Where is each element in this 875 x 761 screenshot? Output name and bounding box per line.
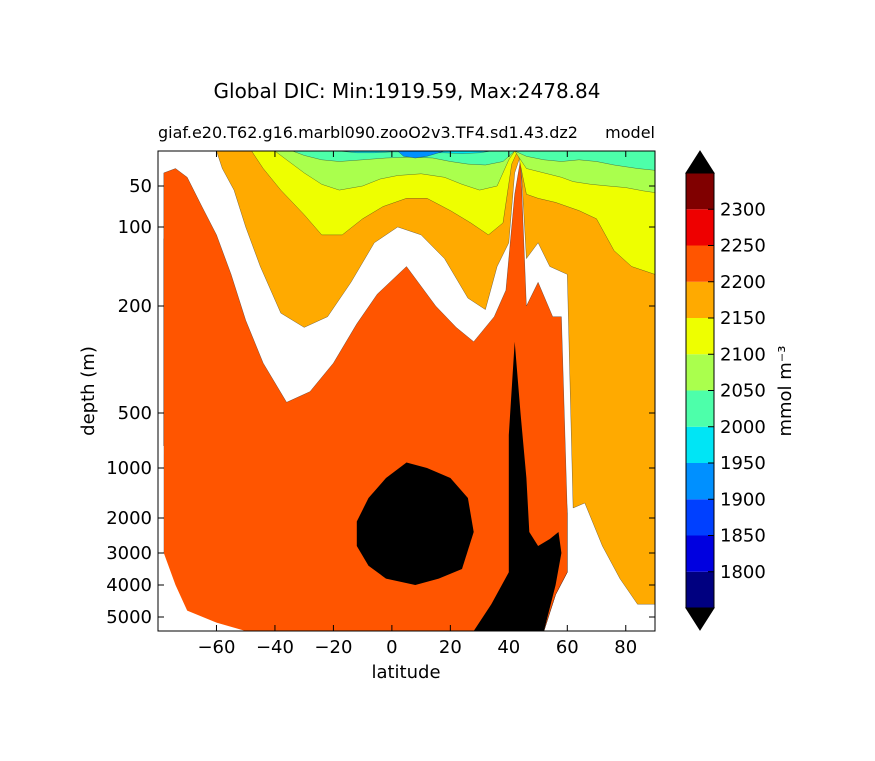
contour-region-3 — [163, 151, 655, 605]
colorbar-bin — [686, 318, 714, 355]
x-tick-label: −40 — [256, 637, 294, 658]
y-tick-label: 1000 — [106, 458, 152, 479]
colorbar-extend-max — [685, 150, 715, 174]
x-axis-label: latitude — [371, 662, 440, 683]
colorbar-bin — [686, 499, 714, 536]
x-tick-label: 60 — [556, 637, 579, 658]
colorbar-tick-label: 2150 — [720, 308, 766, 329]
colorbar-bin — [686, 281, 714, 318]
y-tick-label: 100 — [118, 217, 152, 238]
x-tick-label: 80 — [614, 637, 637, 658]
y-tick-label: 50 — [129, 176, 152, 197]
x-axis: −60 −40 −20 0 20 40 60 80 — [197, 151, 637, 658]
x-tick-label: 20 — [439, 637, 462, 658]
colorbar-label: mmol m⁻³ — [775, 345, 796, 436]
x-tick-label: −60 — [197, 637, 235, 658]
x-tick-label: −20 — [314, 637, 352, 658]
chart-title: Global DIC: Min:1919.59, Max:2478.84 — [214, 79, 601, 103]
colorbar-tick-label: 2100 — [720, 344, 766, 365]
colorbar-bin — [686, 173, 714, 210]
colorbar-tick-label: 2200 — [720, 272, 766, 293]
colorbar-bin — [686, 354, 714, 391]
colorbar-tick-label: 2300 — [720, 199, 766, 220]
colorbar-bin — [686, 463, 714, 500]
colorbar: 1800 1850 1900 1950 2000 2050 2100 2150 2200 2250… — [685, 150, 766, 631]
colorbar-tick-label: 2250 — [720, 236, 766, 257]
colorbar-tick-label: 1800 — [720, 562, 766, 583]
plot-area: −60 −40 −20 0 20 40 60 80 50 100 200 500 1000 2000 30… — [106, 150, 656, 658]
y-axis-label: depth (m) — [78, 346, 99, 436]
contour-fills — [158, 151, 655, 631]
no-data-region-0 — [561, 559, 655, 631]
contour-region-6 — [280, 151, 655, 171]
colorbar-tick-label: 1900 — [720, 489, 766, 510]
colorbar-tick-label: 1850 — [720, 526, 766, 547]
colorbar-bin — [686, 209, 714, 246]
y-tick-label: 200 — [118, 296, 152, 317]
colorbar-extend-min — [685, 607, 715, 631]
chart-subtitle-left: giaf.e20.T62.g16.marbl090.zooO2v3.TF4.sd… — [158, 123, 578, 142]
plot-frame — [157, 150, 656, 632]
y-tick-label: 4000 — [106, 575, 152, 596]
contour-region-4 — [198, 151, 655, 275]
y-axis: 50 100 200 500 1000 2000 3000 4000 5000 — [106, 176, 655, 628]
y-tick-label: 5000 — [106, 607, 152, 628]
y-tick-label: 500 — [118, 403, 152, 424]
contour-under-region-0 — [356, 462, 474, 585]
contour-under-region-1 — [473, 341, 562, 631]
contour-region-5 — [257, 151, 655, 193]
x-tick-label: 0 — [386, 637, 397, 658]
colorbar-bin — [686, 245, 714, 282]
colorbar-bin — [686, 390, 714, 427]
y-tick-label: 2000 — [106, 508, 152, 529]
colorbar-bin — [686, 571, 714, 608]
no-data-region-1 — [158, 446, 246, 631]
colorbar-tick-label: 2000 — [720, 417, 766, 438]
colorbar-bin — [686, 535, 714, 572]
contour-region-8 — [397, 151, 445, 159]
colorbar-tick-label: 1950 — [720, 453, 766, 474]
x-tick-label: 40 — [497, 637, 520, 658]
colorbar-bin — [686, 426, 714, 463]
colorbar-tick-label: 2050 — [720, 381, 766, 402]
y-tick-label: 3000 — [106, 543, 152, 564]
chart-subtitle-right: model — [605, 123, 655, 142]
